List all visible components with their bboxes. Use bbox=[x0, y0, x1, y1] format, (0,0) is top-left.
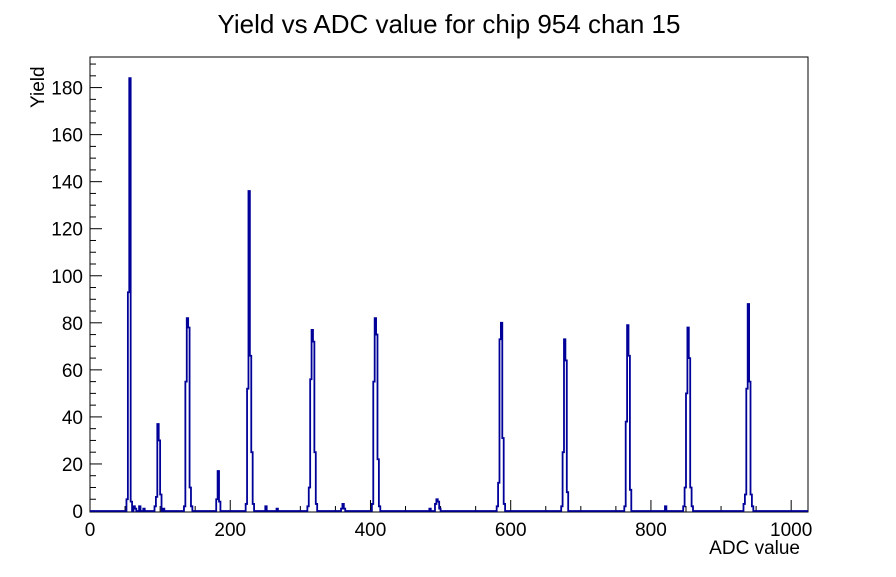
x-axis-ticks: 0 200 400 600 800 1000 bbox=[85, 500, 812, 541]
chart-title: Yield vs ADC value for chip 954 chan 15 bbox=[218, 9, 681, 39]
y-tick-label: 100 bbox=[51, 267, 83, 288]
y-tick-label: 0 bbox=[72, 502, 83, 523]
x-tick-label: 800 bbox=[635, 520, 667, 541]
y-tick-label: 120 bbox=[51, 220, 83, 241]
y-tick-label: 80 bbox=[62, 314, 83, 335]
x-tick-label: 600 bbox=[495, 520, 527, 541]
plot-frame bbox=[89, 56, 809, 513]
y-tick-label: 180 bbox=[51, 79, 83, 100]
y-tick-label: 160 bbox=[51, 126, 83, 147]
x-tick-label: 1000 bbox=[770, 520, 812, 541]
x-tick-label: 400 bbox=[355, 520, 387, 541]
x-tick-label: 200 bbox=[214, 520, 246, 541]
histogram-line bbox=[90, 77, 808, 512]
y-tick-label: 60 bbox=[62, 361, 83, 382]
y-tick-label: 140 bbox=[51, 173, 83, 194]
y-axis-ticks: 0 20 40 60 80 100 120 140 160 180 bbox=[51, 63, 102, 523]
x-axis-title: ADC value bbox=[709, 538, 800, 559]
y-tick-label: 40 bbox=[62, 408, 83, 429]
y-axis-title: Yield bbox=[28, 66, 49, 108]
x-tick-label: 0 bbox=[85, 520, 96, 541]
y-tick-label: 20 bbox=[62, 455, 83, 476]
